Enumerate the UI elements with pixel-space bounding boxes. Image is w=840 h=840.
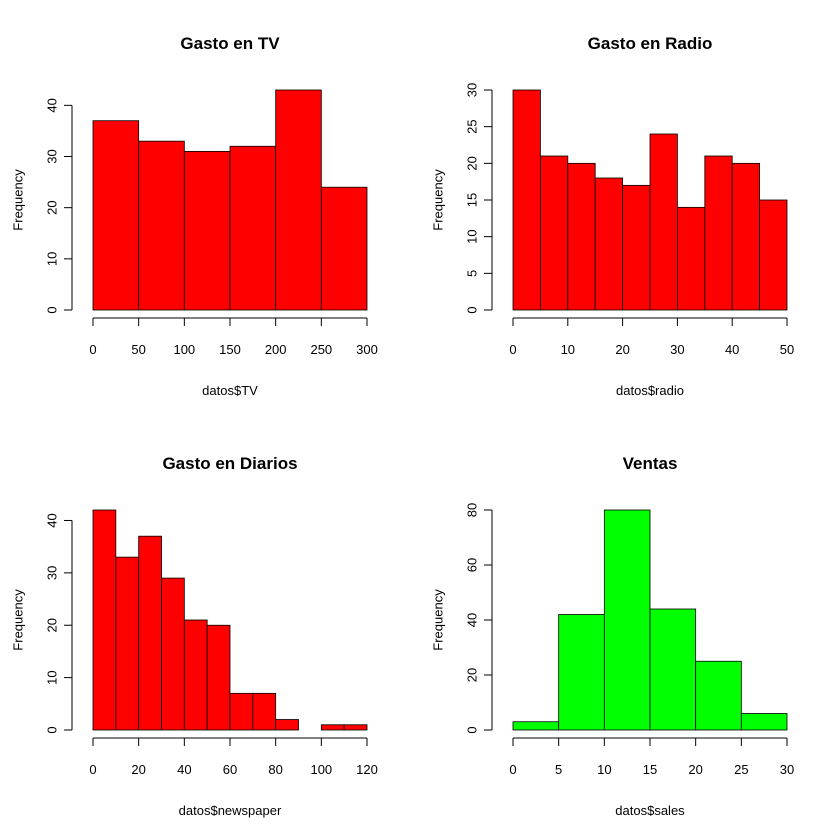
- y-tick-label: 60: [465, 558, 480, 572]
- histogram-bar: [695, 660, 742, 731]
- histogram-bar: [740, 713, 788, 731]
- histogram-bar: [759, 199, 788, 311]
- y-tick-label: 30: [465, 83, 480, 97]
- histogram-bar: [649, 608, 697, 731]
- x-tick-label: 25: [734, 762, 748, 777]
- x-tick-label: 200: [265, 342, 287, 357]
- y-tick-label: 80: [465, 503, 480, 517]
- x-tick-label: 30: [780, 762, 794, 777]
- histogram-bar: [512, 721, 560, 731]
- histogram-bar: [343, 724, 368, 731]
- x-tick-label: 40: [177, 762, 191, 777]
- y-tick-label: 20: [465, 668, 480, 682]
- histogram-bar: [677, 206, 706, 311]
- histogram-bar: [594, 177, 624, 311]
- y-tick-label: 0: [465, 726, 480, 733]
- histogram-bar: [138, 535, 162, 731]
- histogram-bar: [649, 133, 678, 311]
- x-tick-label: 60: [223, 762, 237, 777]
- x-tick-label: 10: [597, 762, 611, 777]
- histogram-bar: [229, 145, 277, 311]
- x-axis-label: datos$sales: [615, 803, 685, 818]
- y-tick-label: 40: [45, 513, 60, 527]
- histogram-bar: [512, 89, 541, 311]
- x-tick-label: 100: [173, 342, 195, 357]
- x-tick-label: 150: [219, 342, 241, 357]
- panel-tv: Gasto en TV 0 50 100 150 200 250 300 0 10 20 30 40 da…: [11, 34, 378, 398]
- histogram-bar: [731, 162, 761, 311]
- histogram-bar: [567, 162, 596, 311]
- x-tick-label: 20: [131, 762, 145, 777]
- histogram-bar: [320, 186, 368, 311]
- x-axis-label: datos$newspaper: [179, 803, 282, 818]
- y-tick-label: 30: [45, 566, 60, 580]
- y-axis-label: Frequency: [431, 169, 446, 231]
- panel-radio: Gasto en Radio 0 10 20 30 40 50 0 5 10 15 20 25 30 dat…: [431, 34, 795, 398]
- y-tick-label: 15: [465, 193, 480, 207]
- x-axis-label: datos$radio: [616, 383, 684, 398]
- y-tick-label: 10: [465, 229, 480, 243]
- histogram-bar: [206, 624, 231, 731]
- x-tick-label: 0: [509, 762, 516, 777]
- x-tick-label: 300: [356, 342, 378, 357]
- y-tick-label: 20: [45, 618, 60, 632]
- x-tick-label: 50: [131, 342, 145, 357]
- histogram-bar: [540, 155, 569, 311]
- histogram-bar: [252, 692, 277, 731]
- x-tick-label: 0: [89, 342, 96, 357]
- y-tick-label: 20: [45, 200, 60, 214]
- y-tick-label: 10: [45, 670, 60, 684]
- x-tick-label: 5: [555, 762, 562, 777]
- y-tick-label: 0: [45, 306, 60, 313]
- y-tick-label: 20: [465, 156, 480, 170]
- histogram-bar: [183, 150, 231, 311]
- histogram-bar: [138, 140, 185, 311]
- histogram-bar: [704, 155, 733, 311]
- histogram-bar: [183, 619, 208, 731]
- x-axis-label: datos$TV: [202, 383, 258, 398]
- y-axis-label: Frequency: [11, 589, 26, 651]
- x-tick-label: 50: [780, 342, 794, 357]
- y-tick-label: 40: [45, 98, 60, 112]
- histogram-bar: [275, 719, 299, 731]
- x-tick-label: 250: [310, 342, 332, 357]
- x-tick-label: 40: [725, 342, 739, 357]
- histogram-bar: [92, 509, 117, 731]
- histogram-bar: [275, 89, 322, 311]
- chart-title: Gasto en TV: [180, 34, 280, 53]
- x-tick-label: 15: [643, 762, 657, 777]
- x-tick-label: 30: [670, 342, 684, 357]
- y-tick-label: 25: [465, 119, 480, 133]
- x-tick-label: 0: [509, 342, 516, 357]
- histogram-bar: [92, 120, 140, 311]
- x-tick-label: 20: [615, 342, 629, 357]
- x-tick-label: 20: [688, 762, 702, 777]
- y-axis-label: Frequency: [431, 589, 446, 651]
- x-tick-label: 0: [89, 762, 96, 777]
- x-tick-label: 10: [561, 342, 575, 357]
- panel-sales: Ventas 0 5 10 15 20 25 30 0 20 40 60 80 datos$sales Fr…: [431, 454, 795, 818]
- histogram-bar: [115, 556, 140, 731]
- histogram-bar: [320, 724, 345, 731]
- x-tick-label: 100: [310, 762, 332, 777]
- y-tick-label: 30: [45, 149, 60, 163]
- chart-title: Gasto en Diarios: [162, 454, 297, 473]
- histogram-bar: [622, 184, 651, 311]
- x-tick-label: 80: [268, 762, 282, 777]
- chart-title: Ventas: [623, 454, 678, 473]
- histogram-bar: [558, 614, 605, 731]
- panel-newspaper: Gasto en Diarios 0 20 40 60 80 100 120 0 10 20 30 40…: [11, 454, 378, 818]
- y-tick-label: 0: [465, 306, 480, 313]
- y-tick-label: 40: [465, 613, 480, 627]
- y-tick-label: 10: [45, 252, 60, 266]
- y-tick-label: 0: [45, 726, 60, 733]
- y-axis-label: Frequency: [11, 169, 26, 231]
- chart-title: Gasto en Radio: [588, 34, 713, 53]
- x-tick-label: 120: [356, 762, 378, 777]
- histogram-bar: [161, 577, 185, 731]
- histogram-bar: [229, 692, 254, 731]
- histogram-bar: [603, 509, 651, 731]
- y-tick-label: 5: [465, 270, 480, 277]
